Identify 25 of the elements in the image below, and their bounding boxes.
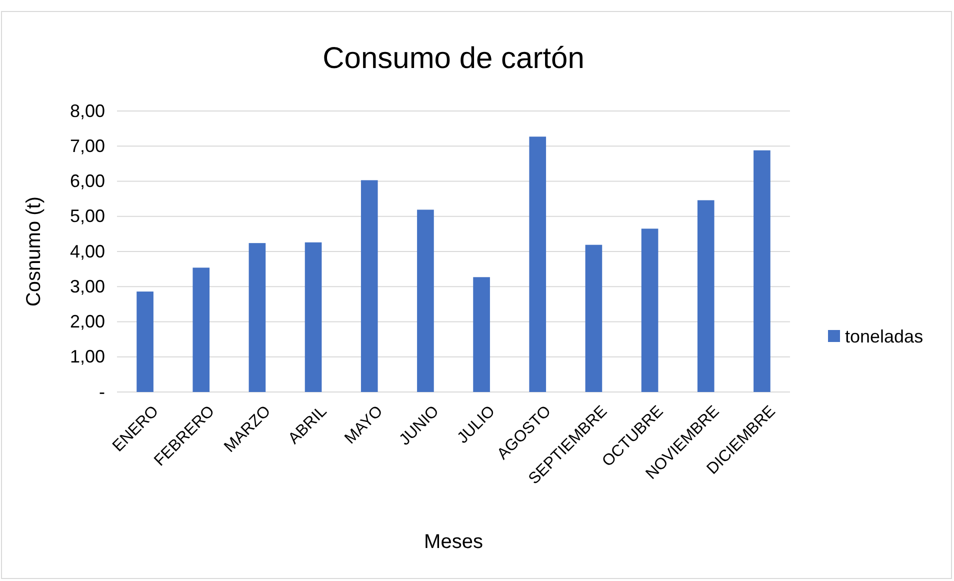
y-tick-label: - bbox=[99, 382, 105, 402]
x-axis-title: Meses bbox=[424, 531, 483, 553]
y-tick-label: 1,00 bbox=[70, 346, 105, 367]
bar bbox=[417, 210, 434, 392]
y-tick-label: 4,00 bbox=[70, 241, 105, 262]
y-tick-label: 6,00 bbox=[70, 171, 105, 192]
y-axis-title: Cosnumo (t) bbox=[23, 196, 45, 307]
y-tick-label: 2,00 bbox=[70, 312, 105, 332]
bar bbox=[585, 244, 602, 392]
y-tick-label: 8,00 bbox=[70, 100, 105, 121]
bar bbox=[360, 180, 378, 392]
bar bbox=[754, 150, 770, 392]
bar bbox=[136, 292, 154, 392]
bar bbox=[192, 268, 210, 392]
y-tick-label: 3,00 bbox=[70, 276, 105, 296]
bar bbox=[304, 242, 322, 392]
chart-title: Consumo de cartón bbox=[322, 42, 584, 75]
y-tick-label: 7,00 bbox=[70, 136, 105, 156]
bar bbox=[697, 200, 714, 392]
bar bbox=[529, 136, 546, 392]
y-tick-label: 5,00 bbox=[70, 206, 105, 226]
bar bbox=[473, 277, 490, 392]
bar bbox=[641, 228, 658, 392]
bar bbox=[248, 243, 266, 392]
legend-label: toneladas bbox=[845, 326, 924, 346]
